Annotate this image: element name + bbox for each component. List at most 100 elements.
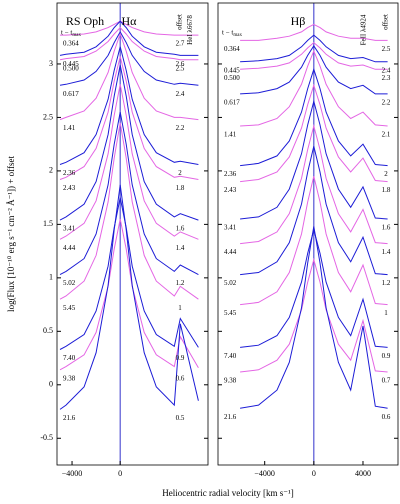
y-tick-label: 2 (49, 166, 53, 175)
spectrum (240, 49, 388, 127)
spectrum (240, 83, 388, 183)
epoch-label: 0.445 (63, 60, 79, 68)
offset-label: 2 (384, 170, 388, 178)
spectrum (240, 227, 388, 348)
epoch-label: 0.500 (63, 64, 79, 72)
frame (56, 2, 209, 466)
epoch-label: 9.38 (224, 377, 237, 385)
offset-label: 1.4 (176, 244, 185, 252)
offset-header: offset (382, 14, 390, 30)
epoch-header: t − tmax (222, 29, 242, 39)
x-axis-label: Heliocentric radial velocity [km s⁻¹] (162, 488, 293, 498)
epoch-label: 1.41 (224, 131, 237, 139)
offset-label: 1 (384, 309, 388, 317)
y-tick-label: 3 (49, 59, 53, 68)
offset-label: 2.1 (382, 131, 391, 139)
offset-label: 0.9 (176, 354, 185, 362)
plot-area (240, 3, 388, 465)
epoch-header-sub: max (233, 33, 242, 38)
spectrum (59, 84, 199, 240)
spectrum (240, 257, 388, 373)
spectrum (240, 176, 388, 306)
epoch-label: 5.02 (63, 279, 76, 287)
spectrum (59, 112, 199, 276)
line-note: HeI λ6678 (186, 15, 194, 45)
y-axis-label: log(Flux [10⁻¹⁰ erg s⁻¹ cm⁻² Å⁻¹]) + off… (6, 156, 16, 312)
epoch-label: 5.45 (63, 304, 76, 312)
x-tick-label: 4000 (355, 469, 371, 478)
epoch-label: 0.445 (224, 66, 240, 74)
offset-label: 0.9 (382, 352, 391, 360)
x-tick-label: −4000 (254, 469, 275, 478)
offset-label: 2 (178, 169, 182, 177)
line-note: FeII λ4924 (360, 14, 368, 45)
spectrum (59, 64, 199, 221)
offset-label: 1 (178, 304, 182, 312)
spectrum (240, 41, 388, 70)
spectrum (59, 197, 199, 350)
epoch-label: 7.40 (63, 354, 76, 362)
spectrum (59, 26, 199, 61)
spectrum (59, 30, 199, 86)
epoch-label: 7.40 (224, 352, 237, 360)
offset-label: 0.7 (382, 377, 391, 385)
plot-area (59, 3, 199, 465)
offset-label: 2.4 (382, 66, 391, 74)
spectrum (59, 184, 199, 410)
y-tick-label: 2.5 (43, 112, 53, 121)
epoch-label: 3.41 (224, 224, 237, 232)
spectrum (240, 226, 388, 409)
offset-label: 0.6 (382, 413, 391, 421)
spectrum (59, 20, 199, 56)
x-tick-label: 0 (118, 469, 122, 478)
offset-label: 0.5 (176, 414, 185, 422)
epoch-label: 0.364 (224, 45, 240, 53)
offset-label: 2.2 (382, 99, 391, 107)
spectrum (59, 46, 199, 165)
offset-label: 2.4 (176, 90, 185, 98)
spectrum (240, 99, 388, 220)
epoch-label: 0.617 (224, 99, 240, 107)
spectrum (240, 44, 388, 95)
epoch-label: 3.41 (63, 225, 76, 233)
spectrum (240, 23, 388, 41)
y-tick-label: 0 (49, 380, 53, 389)
offset-label: 2.2 (176, 124, 185, 132)
offset-label: 1.2 (382, 279, 391, 287)
epoch-label: 1.41 (63, 124, 76, 132)
offset-label: 2.5 (176, 64, 185, 72)
x-tick-label: −4000 (62, 469, 83, 478)
frame (217, 2, 399, 466)
epoch-label: 21.6 (63, 414, 76, 422)
epoch-label: 4.44 (224, 248, 237, 256)
offset-header: offset (176, 14, 184, 30)
offset-label: 1.6 (176, 225, 185, 233)
epoch-label: 5.45 (224, 309, 237, 317)
spectrum (240, 146, 388, 276)
spectrum (59, 218, 199, 371)
epoch-label: 2.43 (63, 184, 76, 192)
offset-label: 1.4 (382, 248, 391, 256)
epoch-header-sub: max (72, 33, 81, 38)
spectrum (240, 67, 388, 167)
spectrum (59, 56, 199, 180)
epoch-header: t − tmax (61, 29, 81, 39)
epoch-label: 4.44 (63, 244, 76, 252)
offset-label: 0.6 (176, 374, 185, 382)
offset-label: 2.6 (176, 60, 185, 68)
offset-label: 1.2 (176, 279, 185, 287)
x-tick-label: 0 (312, 469, 316, 478)
y-tick-label: 1.5 (43, 219, 53, 228)
epoch-label: 0.617 (63, 90, 79, 98)
spectrum (240, 34, 388, 63)
offset-label: 1.8 (382, 186, 391, 194)
spectrum (60, 20, 199, 36)
offset-label: 2.7 (176, 40, 185, 48)
panel-title: Hβ (291, 14, 306, 28)
epoch-label: 0.364 (63, 40, 79, 48)
epoch-label: 0.500 (224, 74, 240, 82)
spectrum (59, 122, 199, 300)
offset-label: 1.8 (176, 184, 185, 192)
y-tick-label: 0.5 (43, 326, 53, 335)
